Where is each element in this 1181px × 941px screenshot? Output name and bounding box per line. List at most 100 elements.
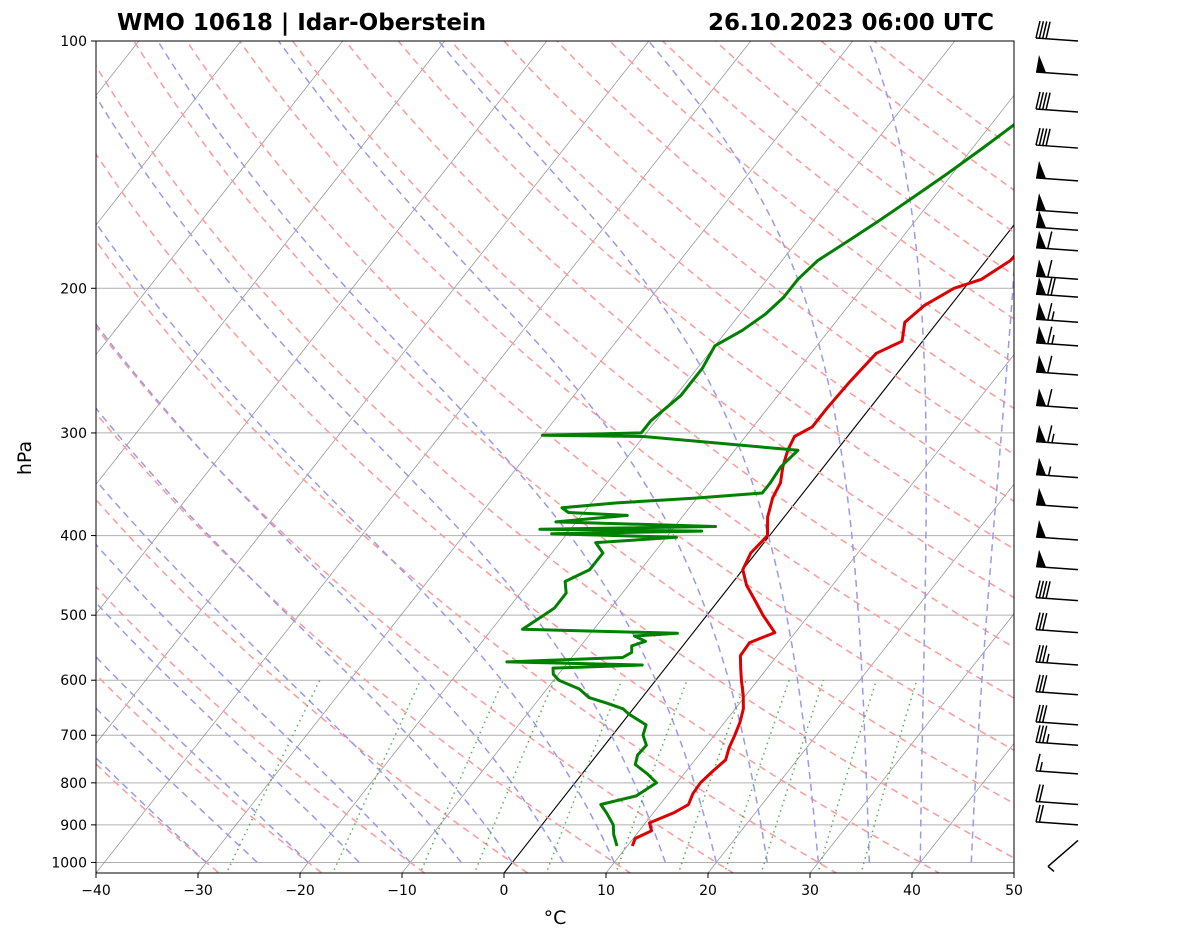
wind-barb-staff	[1035, 504, 1079, 509]
wind-barb	[1035, 388, 1079, 410]
wind-barb-long	[1047, 388, 1053, 407]
isotherm	[605, 353, 1014, 873]
moist-adiabat	[277, 41, 769, 863]
wind-barb-long	[1047, 259, 1053, 278]
sounding-traces	[505, 122, 1014, 847]
isotherm	[96, 41, 242, 226]
wind-barb-long	[1035, 804, 1041, 823]
x-axis-label: °C	[544, 907, 567, 929]
wind-barb-staff	[1035, 473, 1079, 479]
dry-adiabat	[608, 41, 1014, 365]
wind-barb-short	[1051, 334, 1055, 345]
chart-title-right: 26.10.2023 06:00 UTC	[708, 10, 994, 36]
wind-barb-staff	[1035, 144, 1079, 149]
isotherm	[1013, 872, 1014, 873]
wind-barb-flag	[1036, 277, 1047, 295]
moist-adiabat	[867, 41, 927, 863]
wind-barb-long	[1038, 128, 1045, 146]
wind-barb-long	[1038, 21, 1045, 39]
dry-adiabat	[96, 325, 735, 873]
wind-barb-short	[1039, 761, 1043, 772]
mixing-ratio-line	[419, 679, 504, 873]
isotherm	[96, 41, 548, 615]
dewpoint-line	[505, 122, 1014, 847]
wind-barb	[1035, 519, 1079, 541]
wind-barb-long	[1041, 612, 1048, 631]
wind-barb-long	[1041, 21, 1048, 39]
x-tick-label: −30	[183, 883, 213, 899]
wind-barb-staff	[1035, 404, 1079, 410]
wind-barb	[1047, 839, 1079, 873]
isotherm	[197, 41, 854, 873]
wind-barb-long	[1035, 725, 1041, 743]
dry-adiabat	[503, 41, 1014, 456]
mixing-ratio-line	[760, 679, 825, 873]
moist-adiabat	[157, 41, 718, 863]
wind-barb	[1035, 674, 1079, 696]
isotherm	[96, 41, 650, 745]
isotherm	[809, 613, 1014, 873]
x-tick-label: −20	[285, 883, 315, 899]
wind-barb	[1035, 277, 1079, 298]
moist-adiabat	[96, 95, 667, 863]
x-tick-label: −10	[387, 883, 417, 899]
wind-barb-long	[1045, 581, 1051, 599]
y-tick-label: 100	[60, 34, 87, 50]
wind-barb-staff	[1035, 371, 1079, 376]
moist-adiabat	[96, 756, 207, 864]
wind-barb-staff	[1035, 37, 1079, 42]
wind-barb-staff	[1035, 741, 1079, 747]
wind-barb-staff	[1035, 770, 1079, 775]
wind-barb-staff	[1035, 440, 1079, 446]
wind-barb-flag	[1036, 424, 1047, 443]
wind-barb-staff	[1035, 661, 1079, 666]
dry-adiabat	[96, 498, 529, 873]
dry-adiabat	[397, 41, 1014, 550]
dry-adiabat	[344, 41, 1014, 599]
wind-barb-flag	[1036, 160, 1047, 179]
wind-barb	[1035, 644, 1079, 666]
moist-adiabat	[96, 601, 360, 864]
wind-barb-staff	[1047, 839, 1079, 868]
wind-barb-long	[1041, 580, 1048, 599]
wind-barb-long	[1038, 92, 1045, 110]
wind-barb-long	[1035, 580, 1041, 598]
wind-barb	[1035, 210, 1079, 232]
moist-adiabat	[96, 479, 462, 863]
wind-barb-long	[1035, 704, 1041, 723]
dry-adiabat	[96, 412, 632, 873]
isotherm	[707, 483, 1014, 873]
isotherm	[911, 742, 1014, 873]
wind-barb-long	[1035, 612, 1041, 630]
dry-adiabat	[872, 41, 1014, 150]
wind-barb	[1035, 580, 1079, 602]
wind-barb-long	[1038, 784, 1045, 802]
y-tick-label: 1000	[51, 855, 87, 871]
y-tick-label: 200	[60, 281, 87, 297]
chart-title-left: WMO 10618 | Idar-Oberstein	[117, 10, 486, 36]
isotherm	[96, 41, 344, 356]
wind-barb-staff	[1035, 721, 1079, 726]
y-tick-label: 800	[60, 776, 87, 792]
x-tick-label: −40	[81, 883, 111, 899]
wind-barb-staff	[1035, 108, 1079, 113]
wind-barb	[1035, 55, 1079, 76]
wind-barb-flag	[1036, 210, 1047, 229]
x-tick-label: 50	[1005, 883, 1023, 899]
wind-barb-staff	[1035, 293, 1079, 298]
wind-barb	[1035, 91, 1079, 113]
wind-barb-long	[1041, 128, 1048, 146]
wind-barb-long	[1041, 92, 1048, 110]
wind-barb-staff	[1035, 596, 1079, 602]
wind-barb-short	[1051, 311, 1055, 321]
mixing-ratio-line	[545, 679, 623, 873]
wind-barb-staff	[1035, 318, 1079, 324]
moist-adiabat	[96, 221, 615, 863]
wind-barb-flag	[1036, 325, 1047, 344]
wind-barb-flag	[1036, 457, 1047, 476]
x-tick-label: 20	[699, 883, 717, 899]
wind-barb-staff	[1035, 628, 1079, 634]
mixing-ratio-line	[677, 679, 747, 873]
wind-barb-long	[1038, 704, 1045, 723]
wind-barb-long	[1045, 21, 1051, 39]
